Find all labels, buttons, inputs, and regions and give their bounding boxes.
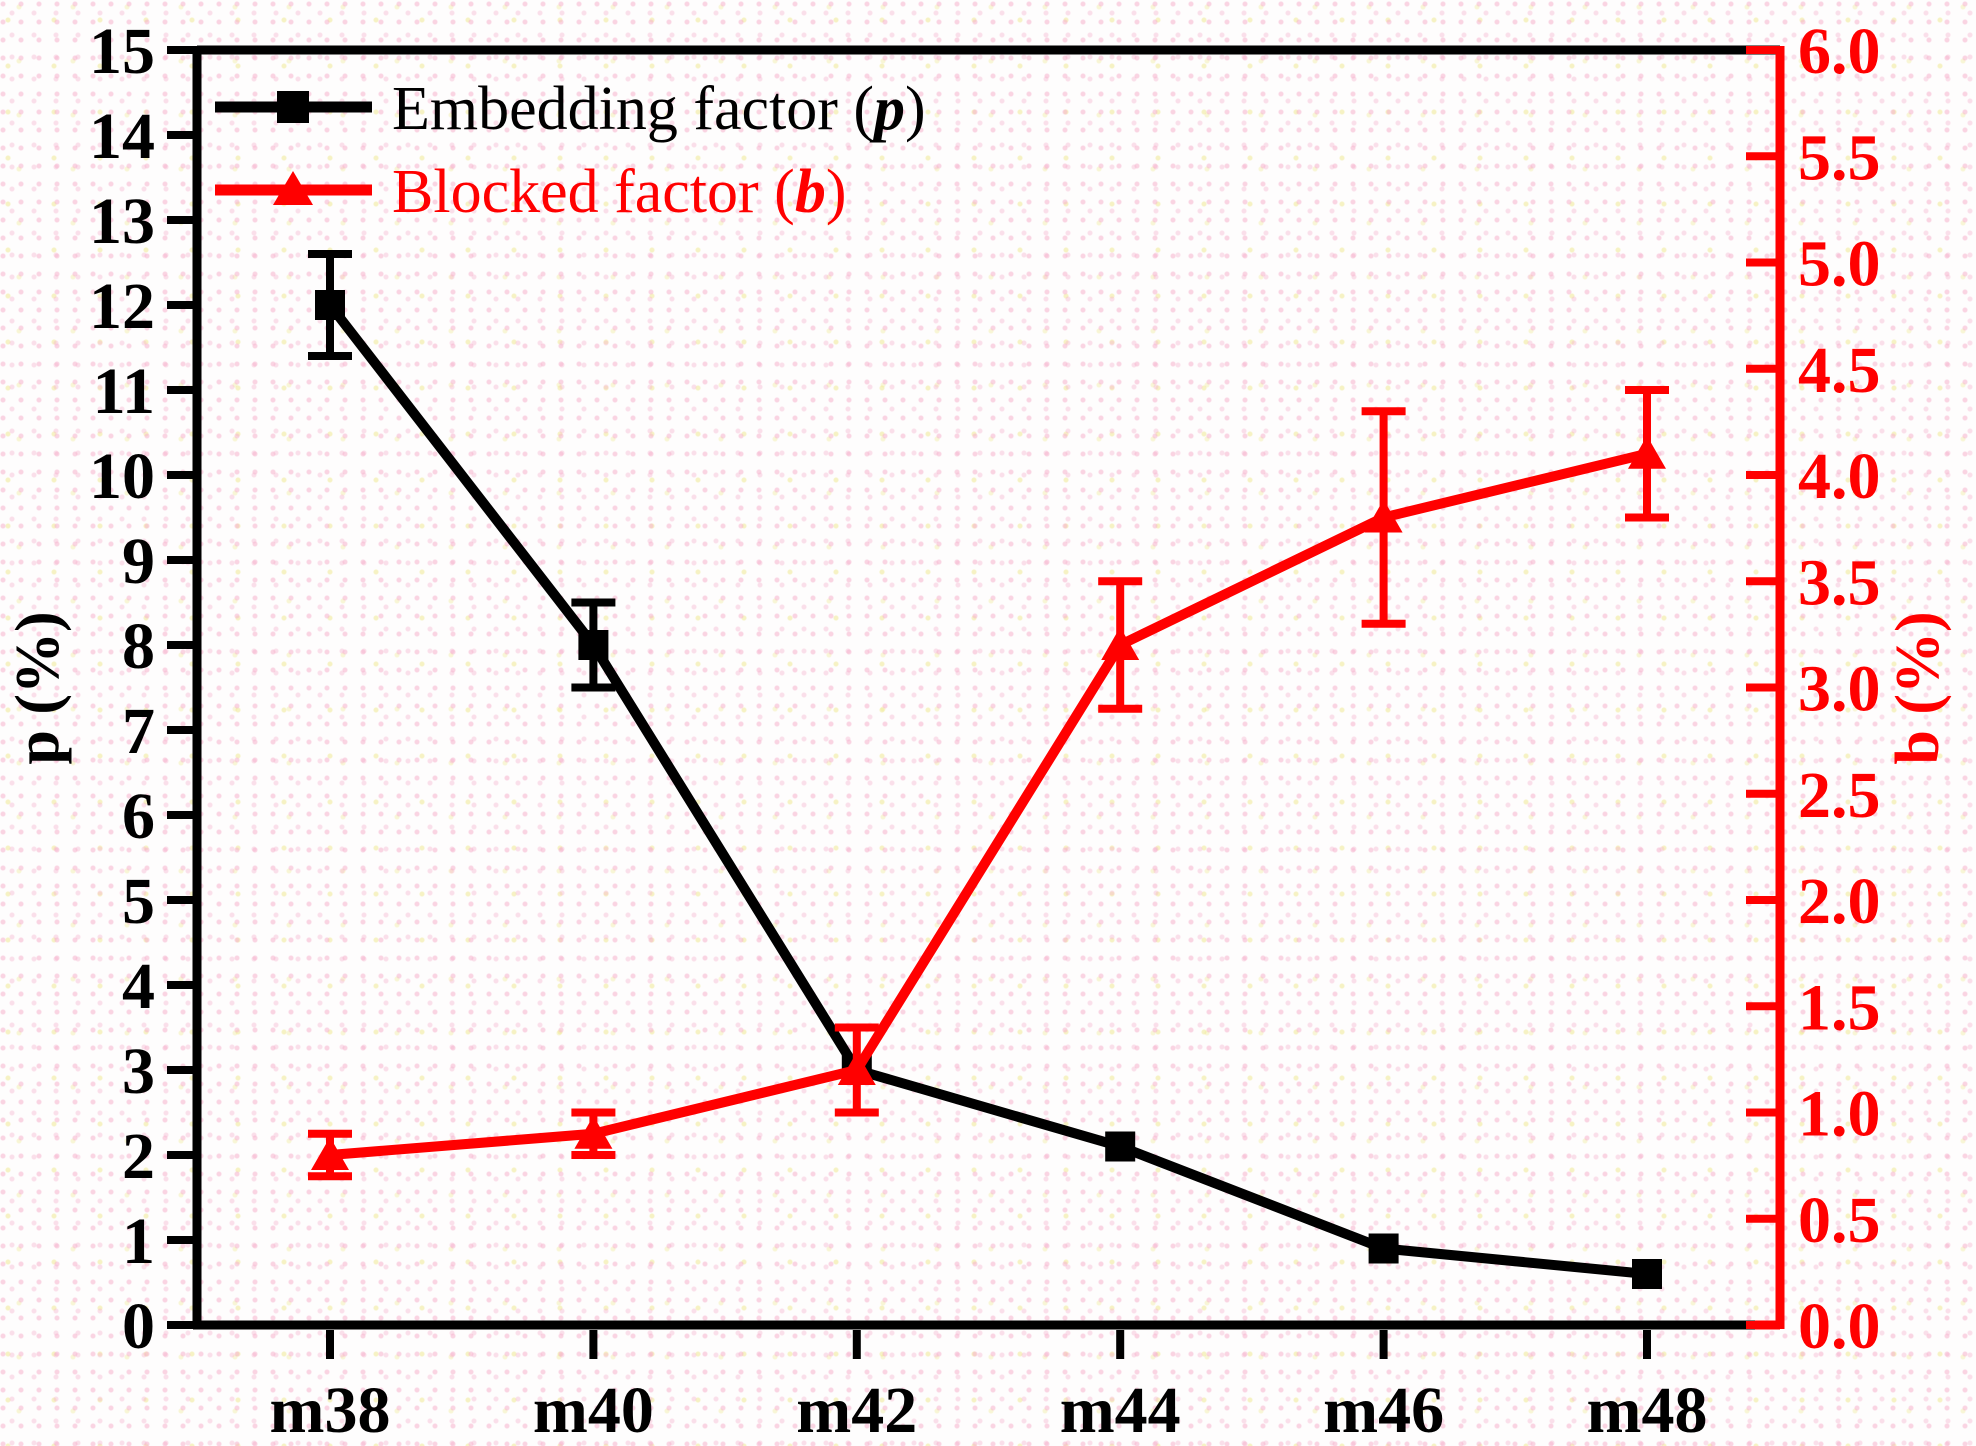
data-point-marker-square [1105, 1131, 1136, 1162]
legend-label-prefix: Blocked factor ( [392, 158, 795, 226]
left-axis-title: p (%) [4, 611, 72, 764]
left-axis-tick-label: 6 [122, 780, 155, 853]
data-point-marker-square [315, 290, 345, 320]
right-axis-tick-label: 0.0 [1798, 1290, 1881, 1363]
right-axis-title: b (%) [1884, 611, 1952, 764]
data-point-marker-triangle [311, 1137, 349, 1170]
legend-item-blocked-factor: Blocked factor (b) [392, 158, 846, 226]
left-axis-tick-label: 2 [122, 1120, 155, 1193]
x-axis-category-label: m40 [533, 1374, 654, 1446]
right-axis-tick-label: 1.5 [1798, 971, 1881, 1044]
left-axis-tick-label: 5 [122, 865, 155, 938]
left-axis-tick-label: 7 [122, 695, 155, 768]
right-axis-tick-label: 5.0 [1798, 228, 1881, 301]
data-point-marker-triangle [574, 1115, 613, 1149]
data-point-marker-triangle [1628, 435, 1666, 469]
legend-label-prefix: Embedding factor ( [392, 75, 874, 143]
left-axis-tick-label: 3 [122, 1035, 155, 1108]
legend-symbol-b: b [795, 158, 826, 226]
right-axis-tick-label: 4.5 [1798, 334, 1881, 407]
legend-marker-square [277, 91, 309, 123]
left-axis-tick-label: 9 [122, 525, 155, 598]
right-axis-tick-label: 3.5 [1798, 546, 1881, 619]
data-point-marker-square [1632, 1259, 1662, 1289]
series-line [329, 448, 1649, 1160]
x-axis: m38 m40 m42 m44 m46 m48 [270, 1330, 1708, 1446]
left-axis-tick-label: 15 [89, 15, 155, 88]
left-axis-tick-label: 4 [122, 950, 155, 1023]
plot-frame [192, 45, 1785, 1330]
x-axis-category-label: m42 [796, 1374, 917, 1446]
right-axis: 0.0 0.5 1.0 1.5 2.0 2.5 3.0 3.5 4.0 4.5 5.0 5.5 6.0 [1746, 15, 1881, 1363]
right-axis-tick-label: 3.0 [1798, 653, 1881, 726]
data-point-marker-square [578, 630, 609, 660]
x-axis-category-label: m44 [1060, 1374, 1181, 1446]
series-blocked-factor [308, 386, 1669, 1181]
legend-symbols [215, 91, 372, 205]
legend-symbol-p: p [869, 75, 905, 143]
left-axis-tick-label: 0 [122, 1290, 155, 1363]
data-series [308, 250, 1669, 1289]
right-axis-tick-label: 2.5 [1798, 759, 1881, 832]
data-point-marker-triangle [837, 1052, 876, 1085]
data-point-marker-triangle [1364, 499, 1403, 533]
left-axis-tick-label: 1 [122, 1205, 155, 1278]
series-line [326, 301, 1648, 1279]
right-axis-tick-label: 1.0 [1798, 1078, 1881, 1151]
left-axis-tick-label: 14 [89, 100, 155, 173]
left-axis-tick-label: 10 [89, 440, 155, 513]
x-axis-category-label: m38 [270, 1374, 391, 1446]
legend-item-embedding-factor: Embedding factor (p) [392, 75, 926, 143]
left-axis-tick-label: 8 [122, 610, 155, 683]
right-axis-tick-label: 5.5 [1798, 121, 1881, 194]
left-axis-tick-label: 12 [89, 270, 155, 343]
legend-label-suffix: ) [826, 158, 847, 226]
data-point-marker-square [1368, 1233, 1399, 1264]
legend: Embedding factor (p) Blocked factor (b) [215, 75, 926, 226]
legend-marker-triangle [273, 171, 313, 205]
legend-label-suffix: ) [905, 75, 926, 143]
data-point-marker-triangle [1101, 627, 1140, 660]
left-axis-tick-label: 13 [89, 185, 155, 258]
right-axis-tick-label: 6.0 [1798, 15, 1881, 88]
x-axis-category-label: m46 [1323, 1374, 1444, 1446]
x-axis-category-label: m48 [1587, 1374, 1708, 1446]
right-axis-tick-label: 0.5 [1798, 1184, 1881, 1257]
series-embedding-factor [308, 250, 1662, 1289]
right-axis-tick-label: 4.0 [1798, 440, 1881, 513]
left-axis-tick-label: 11 [93, 355, 155, 428]
right-axis-tick-label: 2.0 [1798, 865, 1881, 938]
